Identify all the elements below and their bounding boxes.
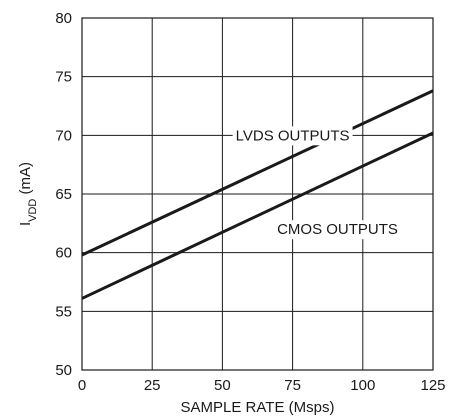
y-tick-label: 70 [55, 127, 72, 144]
series-label: LVDS OUTPUTS [236, 127, 350, 144]
y-tick-label: 50 [55, 362, 72, 379]
series-lines [81, 89, 434, 300]
y-tick-label: 80 [55, 10, 72, 27]
x-tick-label: 25 [144, 377, 161, 394]
y-axis-label-subscript: VDD [27, 199, 39, 222]
y-tick-label: 60 [55, 245, 72, 262]
series-label: CMOS OUTPUTS [277, 221, 398, 238]
series-label-background [274, 220, 401, 240]
y-axis-label-unit: (mA) [17, 162, 34, 199]
x-tick-label: 75 [284, 377, 301, 394]
x-tick-label: 100 [350, 377, 375, 394]
x-tick-label: 50 [214, 377, 231, 394]
series-line-0 [81, 89, 434, 257]
tick-labels: 0 25 50 75 100 125 50 55 60 65 70 75 80 [55, 10, 445, 394]
y-axis-label-main: I [17, 222, 34, 226]
y-tick-label: 65 [55, 186, 72, 203]
x-tick-label: 125 [420, 377, 445, 394]
y-tick-label: 75 [55, 69, 72, 86]
y-tick-label: 55 [55, 303, 72, 320]
x-tick-label: 0 [78, 377, 86, 394]
series-line-1 [81, 131, 434, 300]
y-axis-label: IVDD (mA) [17, 162, 39, 226]
plot-area-border [81, 17, 434, 371]
x-axis-label: SAMPLE RATE (Msps) [181, 399, 335, 416]
series-labels: LVDS OUTPUTS CMOS OUTPUTS [232, 126, 401, 240]
grid [82, 18, 433, 370]
series-label-background [232, 126, 353, 146]
